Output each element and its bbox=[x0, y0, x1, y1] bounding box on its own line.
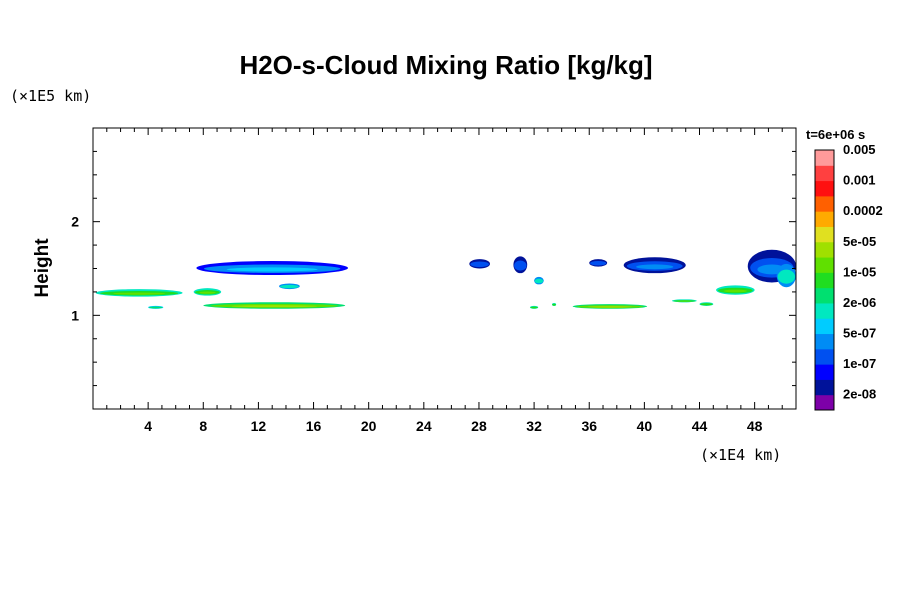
colorbar-swatch bbox=[815, 348, 834, 365]
colorbar-swatch bbox=[815, 150, 834, 166]
cloud-patch bbox=[623, 257, 686, 274]
x-tick-labels: 4 8 12 16 20 24 28 32 36 40 44 48 bbox=[144, 418, 762, 434]
cloud-patch bbox=[552, 303, 557, 307]
chart-title: H2O-s-Cloud Mixing Ratio [kg/kg] bbox=[239, 50, 652, 80]
cloud-patch bbox=[716, 285, 755, 295]
cloud-patch bbox=[193, 288, 222, 296]
x-tick-label: 20 bbox=[361, 418, 377, 434]
colorbar-swatch bbox=[815, 333, 834, 350]
colorbar-swatch bbox=[815, 180, 834, 197]
colorbar-swatch bbox=[815, 379, 834, 396]
cloud-patch bbox=[513, 256, 528, 274]
x-tick-label: 24 bbox=[416, 418, 432, 434]
colorbar-swatch bbox=[815, 257, 834, 273]
colorbar-swatch bbox=[815, 241, 834, 258]
cloud-field bbox=[95, 249, 796, 309]
cloud-patch bbox=[671, 299, 697, 303]
x-tick-label: 48 bbox=[747, 418, 763, 434]
x-tick-label: 32 bbox=[526, 418, 542, 434]
colorbar-swatch bbox=[815, 287, 834, 304]
time-label: t=6e+06 s bbox=[806, 127, 865, 142]
colorbar-label: 1e-05 bbox=[843, 264, 876, 279]
cloud-patch bbox=[148, 305, 164, 309]
colorbar-swatch bbox=[815, 272, 834, 289]
cloud-patch bbox=[279, 283, 300, 290]
y-axis-label: Height bbox=[32, 238, 53, 298]
y-tick-labels: 12 bbox=[71, 214, 79, 324]
colorbar-swatch bbox=[815, 195, 834, 212]
cloud-patch bbox=[534, 276, 544, 285]
x-tick-label: 8 bbox=[199, 418, 207, 434]
y-tick-label: 2 bbox=[71, 214, 79, 230]
cloud-patch bbox=[776, 263, 796, 288]
colorbar-label: 5e-07 bbox=[843, 326, 876, 341]
x-tick-label: 36 bbox=[581, 418, 597, 434]
x-tick-label: 4 bbox=[144, 418, 152, 434]
colorbar-swatch bbox=[815, 364, 834, 380]
colorbar-label: 2e-06 bbox=[843, 295, 876, 310]
x-axis-unit: (×1E4 km) bbox=[700, 446, 781, 464]
colorbar-swatch bbox=[815, 302, 834, 319]
axis-ticks bbox=[93, 128, 796, 409]
colorbar bbox=[814, 149, 835, 411]
cloud-patch bbox=[196, 261, 349, 276]
colorbar-label: 0.001 bbox=[843, 173, 876, 188]
colorbar-swatch bbox=[815, 211, 834, 227]
colorbar-swatch bbox=[815, 318, 834, 335]
colorbar-label: 0.0002 bbox=[843, 203, 883, 218]
x-tick-label: 40 bbox=[637, 418, 653, 434]
cloud-patch bbox=[203, 302, 346, 309]
colorbar-label: 1e-07 bbox=[843, 356, 876, 371]
cloud-patch bbox=[699, 302, 714, 306]
cloud-patch bbox=[589, 259, 608, 267]
colorbar-label: 2e-08 bbox=[843, 387, 876, 402]
cloud-patch bbox=[572, 304, 648, 309]
y-tick-label: 1 bbox=[71, 307, 79, 323]
x-tick-label: 44 bbox=[692, 418, 708, 434]
cloud-patch bbox=[529, 305, 539, 309]
colorbar-label: 5e-05 bbox=[843, 234, 876, 249]
y-axis-unit: (×1E5 km) bbox=[10, 87, 91, 105]
colorbar-labels: 2e-08 1e-07 5e-07 2e-06 1e-05 5e-05 0.0002 0.00… bbox=[843, 142, 883, 402]
cloud-patch bbox=[469, 259, 490, 269]
colorbar-swatch bbox=[815, 165, 834, 182]
x-tick-label: 28 bbox=[471, 418, 487, 434]
colorbar-swatch bbox=[815, 226, 834, 243]
colorbar-label: 0.005 bbox=[843, 142, 876, 157]
colorbar-swatch bbox=[815, 394, 834, 411]
cloud-patch bbox=[95, 289, 183, 297]
x-tick-label: 12 bbox=[251, 418, 267, 434]
x-tick-label: 16 bbox=[306, 418, 322, 434]
